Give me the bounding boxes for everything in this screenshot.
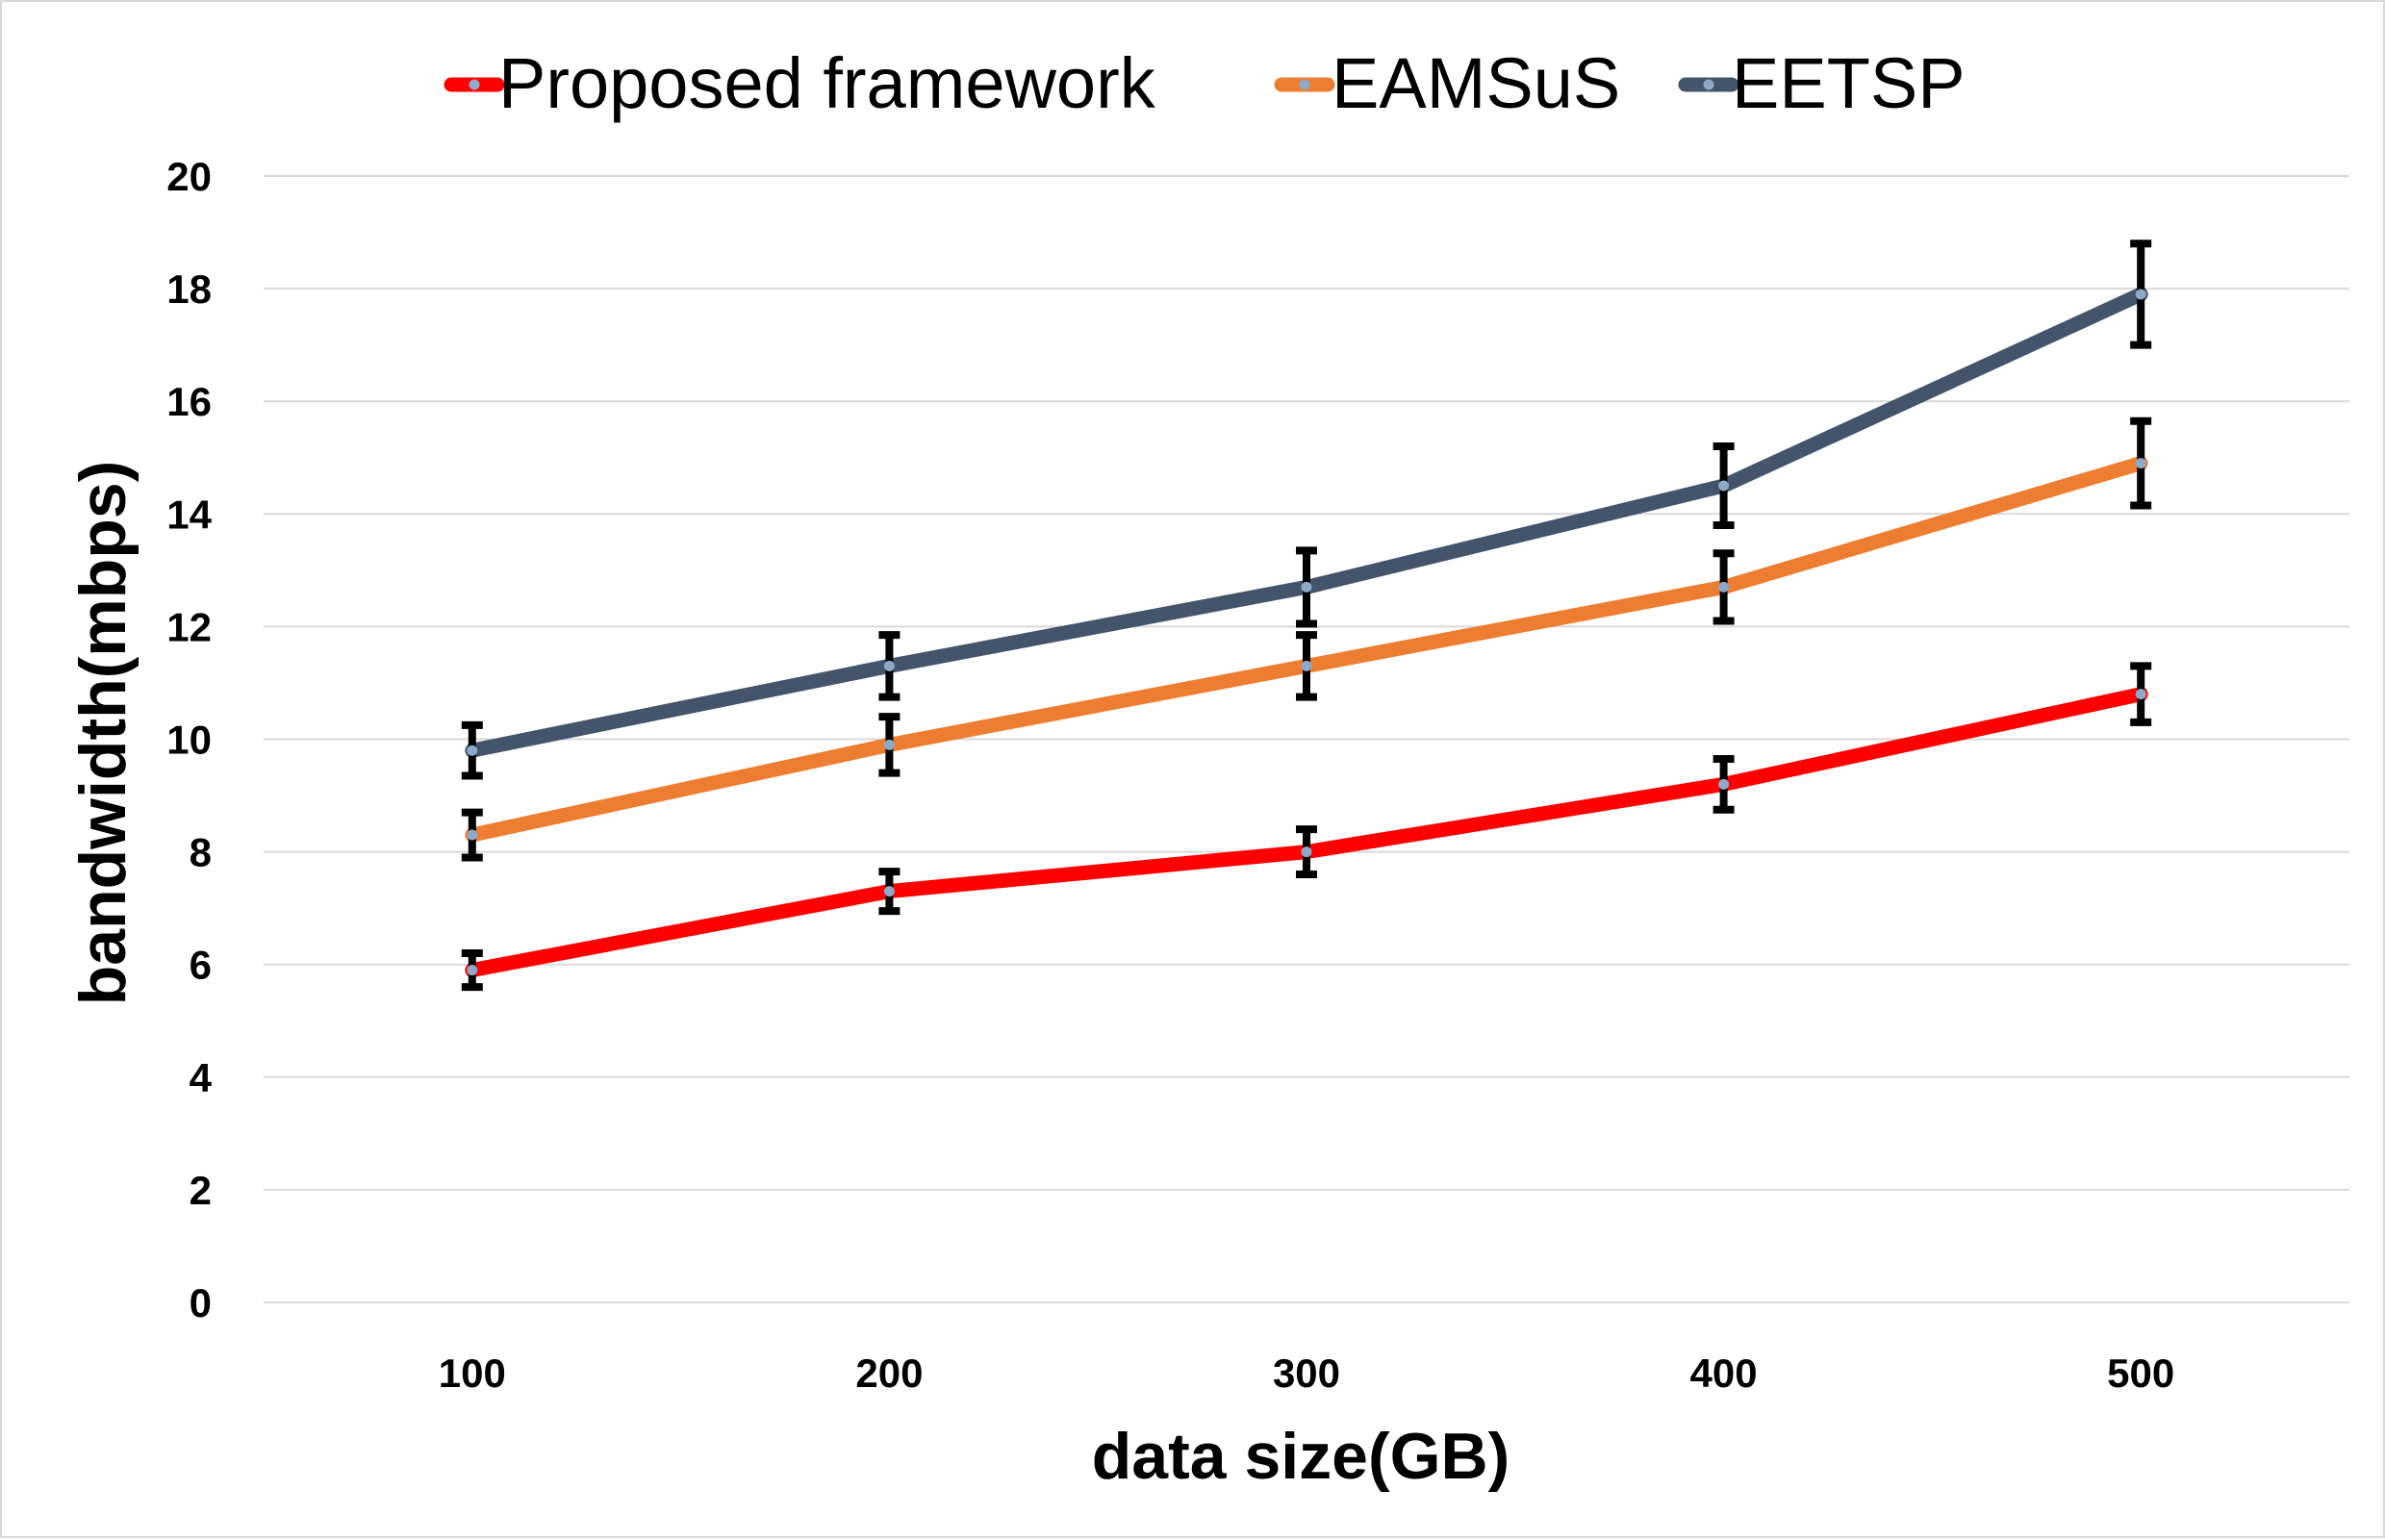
y-tick-label: 6 (190, 943, 212, 988)
data-point-eetsp (467, 745, 478, 756)
data-point-eamsus (1718, 581, 1730, 593)
y-tick-label: 16 (166, 379, 212, 424)
data-markers (467, 289, 2146, 976)
data-point-proposed-framework (883, 886, 895, 897)
y-tick-label: 8 (190, 830, 212, 875)
legend-marker (469, 79, 480, 90)
legend-label: Proposed framework (498, 43, 1156, 123)
x-tick-label: 100 (439, 1351, 506, 1396)
data-point-eamsus (2135, 458, 2146, 469)
data-point-eetsp (1718, 480, 1730, 492)
y-tick-label: 2 (190, 1168, 212, 1213)
x-tick-label: 400 (1690, 1351, 1758, 1396)
y-tick-label: 10 (166, 718, 212, 763)
data-point-proposed-framework (1301, 846, 1312, 858)
data-point-eamsus (1301, 660, 1312, 671)
data-point-proposed-framework (1718, 778, 1730, 790)
data-point-eetsp (1301, 581, 1312, 593)
data-point-eetsp (2135, 289, 2146, 300)
x-tick-labels: 100 200 300 400 500 (439, 1351, 2174, 1396)
legend-item-eamsus: EAMSuS (1274, 43, 1620, 123)
y-tick-label: 0 (190, 1280, 212, 1325)
y-tick-label: 12 (166, 604, 212, 649)
data-point-proposed-framework (467, 965, 478, 976)
legend-marker (1703, 79, 1714, 90)
legend: Proposed framework EAMSuS EETSP (444, 43, 1966, 123)
x-axis-title: data size(GB) (1092, 1420, 1510, 1493)
data-point-eamsus (467, 829, 478, 841)
x-tick-label: 300 (1273, 1351, 1340, 1396)
legend-item-eetsp: EETSP (1678, 43, 1966, 123)
legend-label: EAMSuS (1332, 43, 1620, 123)
error-bars (461, 240, 2152, 992)
data-point-proposed-framework (2135, 689, 2146, 700)
x-tick-label: 200 (855, 1351, 923, 1396)
legend-label: EETSP (1732, 43, 1966, 123)
legend-marker (1299, 79, 1310, 90)
y-tick-label: 20 (166, 154, 212, 199)
y-tick-label: 18 (166, 266, 212, 312)
data-point-eamsus (883, 739, 895, 750)
y-tick-labels: 0 2 4 6 8 10 12 14 16 18 20 (166, 154, 212, 1325)
data-point-eetsp (883, 660, 895, 671)
legend-item-proposed-framework: Proposed framework (444, 43, 1156, 123)
y-axis-title: bandwidth(mbps) (66, 461, 140, 1006)
x-tick-label: 500 (2107, 1351, 2174, 1396)
y-tick-label: 14 (166, 492, 212, 537)
y-tick-label: 4 (190, 1055, 213, 1100)
